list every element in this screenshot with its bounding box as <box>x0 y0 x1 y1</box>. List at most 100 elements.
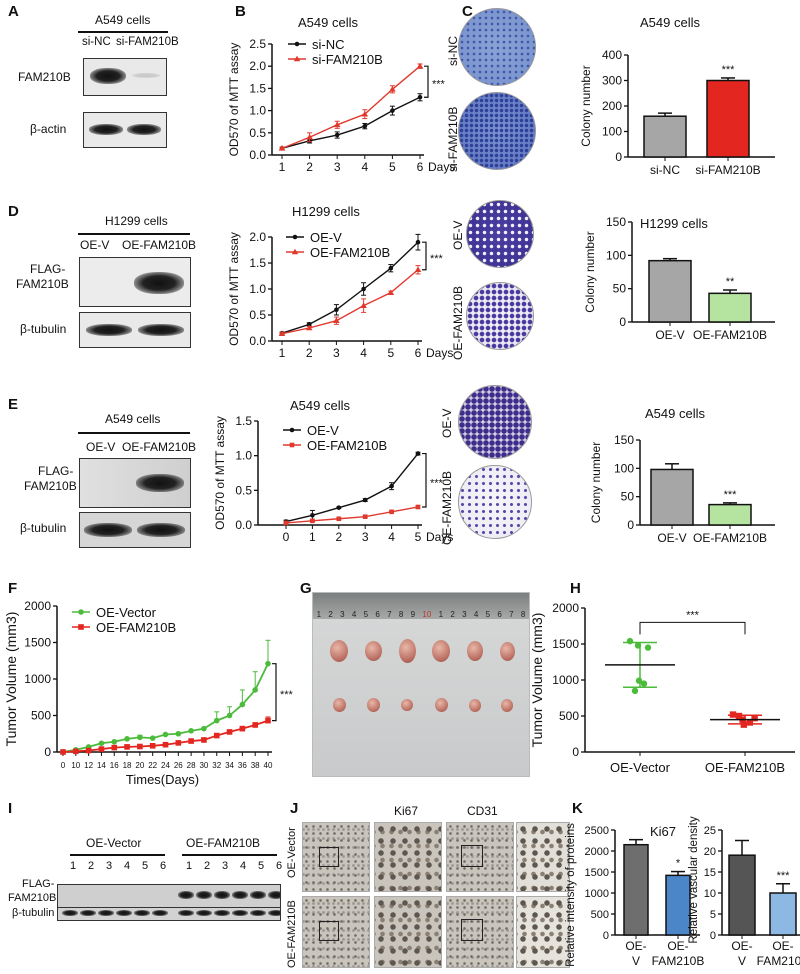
y-tick-label: 0.0 <box>235 518 252 532</box>
data-point <box>387 289 395 295</box>
panel-label-f: F <box>8 580 18 597</box>
series-line <box>285 453 419 523</box>
data-point <box>306 133 313 140</box>
panel-label-a: A <box>8 3 19 20</box>
y-tick-label: 0 <box>603 930 609 942</box>
x-tick-label: 24 <box>161 761 170 770</box>
significance-label: *** <box>432 79 446 91</box>
x-tick-label: FAM210B <box>757 954 800 968</box>
data-point <box>644 644 652 651</box>
tumor <box>401 699 413 711</box>
data-point <box>334 307 339 313</box>
x-tick-label: 18 <box>123 761 132 770</box>
ruler-number: 7 <box>387 610 392 619</box>
data-point <box>310 512 315 518</box>
blot-row-label: β-actin <box>30 122 67 136</box>
y-tick-label: 0 <box>44 745 51 759</box>
data-point <box>361 286 366 292</box>
data-point <box>626 637 634 645</box>
ruler-number: 1 <box>316 610 322 619</box>
bar <box>728 854 756 936</box>
y-tick-label: 2000 <box>552 601 579 615</box>
x-tick-label: 22 <box>148 761 157 770</box>
data-point <box>336 505 342 510</box>
y-tick-label: 0 <box>627 518 634 532</box>
bar <box>648 259 692 323</box>
data-point <box>265 717 271 724</box>
data-point <box>265 660 271 667</box>
ruler-number: 4 <box>473 610 479 619</box>
y-tick-label: 0.5 <box>249 126 266 140</box>
lane-label: OE-V <box>86 440 116 454</box>
legend-label: OE-FAM210B <box>96 620 176 635</box>
legend-label: si-NC <box>312 37 345 52</box>
x-tick-label: 0 <box>283 530 290 544</box>
series-line <box>62 663 269 753</box>
y-tick-label: 2.5 <box>249 37 266 51</box>
tumor <box>330 640 348 662</box>
y-tick-label: 1.5 <box>249 256 266 270</box>
tumor <box>469 698 481 712</box>
y-tick-label: 100 <box>602 125 622 139</box>
data-point <box>415 451 421 456</box>
bar <box>706 79 750 158</box>
x-tick-label: 2 <box>335 530 342 544</box>
data-point <box>98 740 105 747</box>
tumor <box>366 698 380 712</box>
y-tick-label: 100 <box>614 461 634 475</box>
y-tick-label: 15 <box>704 867 716 879</box>
y-tick-label: 50 <box>621 490 635 504</box>
x-tick-label: 1 <box>309 530 316 544</box>
legend-marker <box>292 234 298 240</box>
data-point <box>389 483 394 489</box>
legend-label: si-FAM210B <box>312 52 383 67</box>
data-point <box>239 701 246 708</box>
x-tick-label: 5 <box>415 530 422 544</box>
x-tick-label: 40 <box>264 761 273 770</box>
bar <box>708 503 752 526</box>
lane-number: 5 <box>258 860 265 872</box>
data-point <box>98 746 105 752</box>
data-point <box>362 497 368 503</box>
significance-label: *** <box>430 477 444 489</box>
y-tick-label: 100 <box>606 248 626 262</box>
x-tick-label: 26 <box>174 761 183 770</box>
x-tick-label: 38 <box>251 761 260 770</box>
y-tick-label: 150 <box>606 215 626 229</box>
x-tick-label: V <box>738 954 746 968</box>
significance-label: *** <box>430 253 444 265</box>
data-point <box>226 712 233 719</box>
y-tick-label: 0.0 <box>249 148 266 162</box>
ruler-number: 3 <box>340 610 345 619</box>
y-tick-label: 0.5 <box>235 483 252 497</box>
x-tick-label: 5 <box>389 160 396 174</box>
x-tick-label: 3 <box>362 530 369 544</box>
x-tick-label: 34 <box>225 761 234 770</box>
y-tick-label: 1.0 <box>235 449 252 463</box>
y-tick-label: 0 <box>619 315 626 329</box>
y-tick-label: 500 <box>31 709 51 723</box>
blot-row-label: FLAG- <box>30 262 66 276</box>
lane-number: 4 <box>124 860 131 872</box>
x-tick-label: 1 <box>279 160 286 174</box>
chart-title: H1299 cells <box>292 204 360 219</box>
x-tick-label: si-NC <box>650 163 680 177</box>
lane-label: si-FAM210B <box>116 36 179 48</box>
x-tick-label: FAM210B <box>652 954 705 968</box>
chart-title: A549 cells <box>645 406 705 421</box>
y-tick-label: 20 <box>704 846 716 858</box>
lane-number: 1 <box>186 860 193 872</box>
data-point <box>201 737 207 743</box>
x-tick-label: 28 <box>187 761 196 770</box>
data-point <box>175 740 182 746</box>
x-axis-label: Times(Days) <box>126 772 199 787</box>
data-point <box>333 121 341 128</box>
blot-row-label: FAM210B <box>8 892 57 904</box>
blot-cell-line: A549 cells <box>95 13 151 27</box>
data-point <box>416 62 424 69</box>
x-tick-label: 12 <box>84 761 93 770</box>
y-tick-label: 1.0 <box>249 282 266 296</box>
data-point <box>640 680 648 687</box>
data-point <box>360 302 367 308</box>
data-point <box>60 749 66 755</box>
